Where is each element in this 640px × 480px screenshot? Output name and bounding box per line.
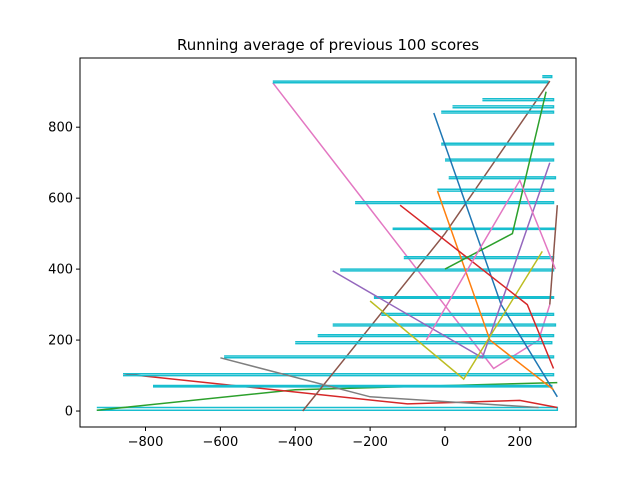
series-line-19 [441, 142, 555, 146]
series-line-20 [441, 110, 555, 114]
x-tick-label: −200 [352, 435, 388, 450]
x-tick-label: −400 [277, 435, 313, 450]
series-line-18 [437, 188, 555, 192]
series-line-5 [272, 82, 551, 370]
y-axis-ticks: 0 200 400 600 800 [48, 121, 80, 420]
series-line-29 [220, 357, 539, 409]
series-line-28 [369, 251, 543, 381]
x-axis-ticks: −800 −600 −400 −200 0 200 [128, 427, 532, 450]
series-line-15 [381, 312, 555, 316]
series-line-24 [482, 98, 555, 102]
series-line-0 [96, 406, 559, 412]
series-line-31 [399, 204, 555, 369]
series-line-14 [373, 296, 555, 299]
series-line-8 [224, 355, 555, 359]
series-line-4 [153, 384, 553, 388]
chart-title: Running average of previous 100 scores [177, 36, 479, 54]
series-line-26 [436, 190, 554, 391]
series-line-22 [448, 176, 557, 180]
y-tick-label: 200 [48, 334, 73, 349]
x-tick-label: −600 [203, 435, 239, 450]
y-tick-label: 800 [48, 121, 73, 136]
x-tick-label: −800 [128, 435, 164, 450]
series-line-13 [355, 200, 555, 205]
series-line-34 [542, 74, 553, 79]
series-layer [96, 74, 559, 412]
series-line-12 [340, 268, 555, 272]
x-tick-label: 0 [441, 435, 449, 450]
y-tick-label: 400 [48, 263, 73, 278]
y-tick-label: 600 [48, 192, 73, 207]
series-line-27 [332, 162, 551, 359]
x-tick-label: 200 [507, 435, 532, 450]
series-line-25 [433, 112, 558, 398]
y-tick-label: 0 [65, 405, 73, 420]
series-line-11 [332, 323, 557, 327]
series-line-2 [122, 373, 558, 409]
series-line-6 [272, 80, 549, 84]
series-line-9 [295, 341, 553, 345]
series-line-21 [445, 158, 555, 162]
plot-frame [79, 57, 577, 428]
series-line-3 [123, 373, 555, 377]
series-line-33 [425, 178, 557, 341]
series-line-32 [444, 91, 547, 270]
series-line-7 [302, 80, 551, 412]
series-line-23 [452, 105, 555, 109]
series-line-10 [317, 334, 555, 338]
series-line-30 [549, 205, 559, 305]
